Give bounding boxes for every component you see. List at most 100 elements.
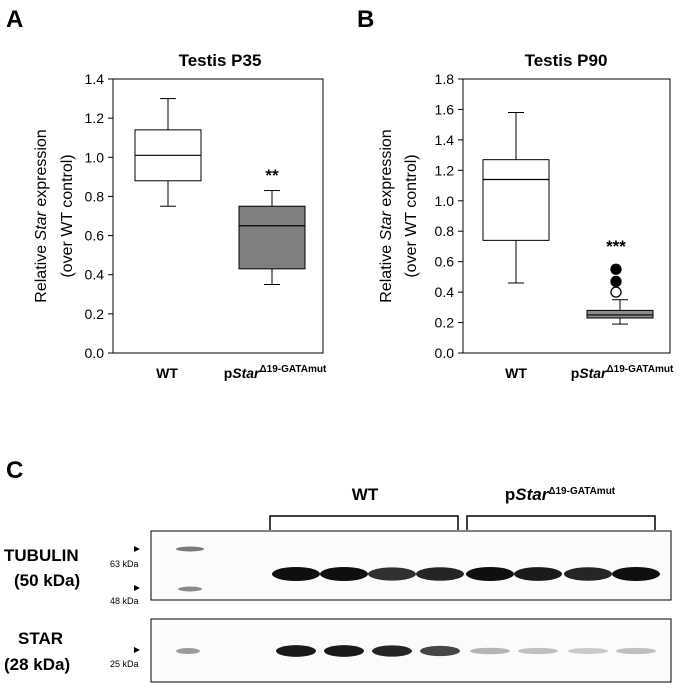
chart-a-category-wt: WT [156, 365, 178, 381]
blot-mutant-label-superscript: Δ19-GATAmut [548, 486, 615, 497]
chart-a-ylabel: Relative Star expression (over WT control… [33, 129, 76, 302]
blot-band [470, 647, 510, 655]
marker-25-label: 25 kDa [110, 659, 139, 669]
y-tick-label: 0.8 [435, 223, 455, 239]
blot-band [320, 567, 368, 581]
blot-band [466, 567, 514, 581]
blot-bracket-wt [269, 515, 459, 530]
chart-a-category-mutant: pStarΔ19-GATAmut [224, 364, 327, 381]
chart-b-boxes [482, 111, 654, 325]
western-blot: WT pStarΔ19-GATAmut TUBULIN (50 kDa) STA… [4, 485, 672, 683]
chart-a-mutant-label-gene: Star [232, 365, 261, 381]
blot-group-mutant-label: pStarΔ19-GATAmut [505, 485, 616, 504]
box-wt [482, 111, 550, 284]
outlier-point [610, 286, 622, 298]
box-mutant [586, 263, 654, 325]
blot-mutant-label-prefix: p [505, 485, 515, 504]
y-tick-label: 1.4 [435, 132, 455, 148]
chart-b-category-wt: WT [505, 365, 527, 381]
marker-arrow-48 [134, 585, 140, 591]
y-tick-label: 0.0 [85, 345, 105, 361]
blot-band [272, 567, 320, 581]
plot-frame [112, 78, 324, 354]
blot-band [368, 567, 416, 581]
y-tick-label: 0.4 [85, 267, 105, 283]
y-tick-label: 1.2 [435, 162, 455, 178]
chart-b-mutant-label-superscript: Δ19-GATAmut [606, 364, 673, 375]
chart-b: Testis P90 Relative Star expression (over… [378, 51, 674, 381]
chart-b-mutant-label-prefix: p [571, 365, 580, 381]
ladder-band-48 [178, 586, 202, 592]
blot-band [420, 645, 460, 657]
chart-a-significance: ** [265, 166, 279, 185]
y-tick-label: 0.6 [435, 254, 455, 270]
chart-b-title: Testis P90 [525, 51, 608, 70]
y-tick-label: 0.4 [435, 284, 455, 300]
chart-b-mutant-label: pStarΔ19-GATAmut [571, 364, 674, 381]
blot-group-wt-label: WT [352, 485, 379, 504]
plot-frame [462, 78, 671, 354]
y-tick-label: 1.0 [435, 193, 455, 209]
marker-arrow-63 [134, 546, 140, 552]
chart-b-ylabel: Relative Star expression (over WT control… [378, 129, 420, 302]
chart-a-mutant-label: pStarΔ19-GATAmut [224, 364, 327, 381]
chart-a: Testis P35 Relative Star expression (over… [33, 51, 327, 381]
chart-b-significance: *** [606, 237, 626, 256]
blot-band [416, 567, 464, 581]
chart-b-category-mutant: pStarΔ19-GATAmut [571, 364, 674, 381]
blot-row-tubulin-mw: (50 kDa) [14, 571, 80, 590]
box-iqr [482, 159, 550, 241]
box-iqr [238, 205, 306, 270]
blot-bracket-mutant [466, 515, 656, 530]
y-axis-label-line2: (over WT control) [403, 154, 420, 277]
y-axis-label-line1: Relative Star expression [33, 129, 50, 302]
marker-arrow-25 [134, 647, 140, 653]
panel-b-letter: B [357, 6, 374, 33]
blot-band [324, 645, 364, 657]
blot-band [514, 567, 562, 581]
y-tick-label: 1.0 [85, 149, 105, 165]
y-tick-label: 0.0 [435, 345, 455, 361]
marker-63-label: 63 kDa [110, 559, 139, 569]
blot-row-tubulin-label: TUBULIN [4, 546, 79, 565]
blot-band [276, 645, 316, 657]
y-axis-label-line1: Relative Star expression [378, 129, 395, 302]
chart-a-mutant-label-prefix: p [224, 365, 233, 381]
y-tick-label: 1.4 [85, 71, 105, 87]
panel-a-letter: A [6, 6, 23, 33]
blot-row-star-mw: (28 kDa) [4, 655, 70, 674]
box-iqr [586, 309, 654, 319]
y-axis-label-line2: (over WT control) [59, 154, 76, 277]
blot-band [568, 648, 608, 654]
chart-a-axes: 0.0 0.2 0.4 0.6 0.8 1.0 1.2 1.4 [85, 71, 324, 361]
y-tick-label: 0.6 [85, 228, 105, 244]
ladder-band-63 [176, 546, 204, 552]
box-wt [134, 98, 202, 207]
y-tick-label: 0.2 [435, 315, 455, 331]
outlier-point [610, 263, 622, 275]
blot-mutant-label-gene: Star [515, 485, 549, 504]
blot-band [518, 647, 558, 655]
y-tick-label: 1.6 [435, 101, 455, 117]
blot-mutant-label: pStarΔ19-GATAmut [505, 485, 616, 504]
box-mutant [238, 190, 306, 285]
panel-c-letter: C [6, 457, 23, 484]
blot-row-star-label: STAR [18, 629, 63, 648]
outlier-point [610, 275, 622, 288]
marker-48-label: 48 kDa [110, 596, 139, 606]
blot-membrane-tubulin [150, 530, 672, 601]
y-tick-label: 1.2 [85, 110, 105, 126]
y-tick-label: 1.8 [435, 71, 455, 87]
y-tick-label: 0.8 [85, 188, 105, 204]
blot-band [564, 567, 612, 581]
chart-b-axes: 0.0 0.2 0.4 0.6 0.8 1.0 1.2 1.4 1.6 1.8 [435, 71, 671, 361]
blot-band [616, 647, 656, 655]
blot-band [372, 645, 412, 657]
ladder-band-25 [176, 648, 200, 654]
chart-b-mutant-label-gene: Star [579, 365, 608, 381]
blot-band [612, 567, 660, 581]
chart-a-title: Testis P35 [179, 51, 262, 70]
chart-a-boxes [134, 98, 306, 285]
blot-bands [272, 567, 660, 657]
